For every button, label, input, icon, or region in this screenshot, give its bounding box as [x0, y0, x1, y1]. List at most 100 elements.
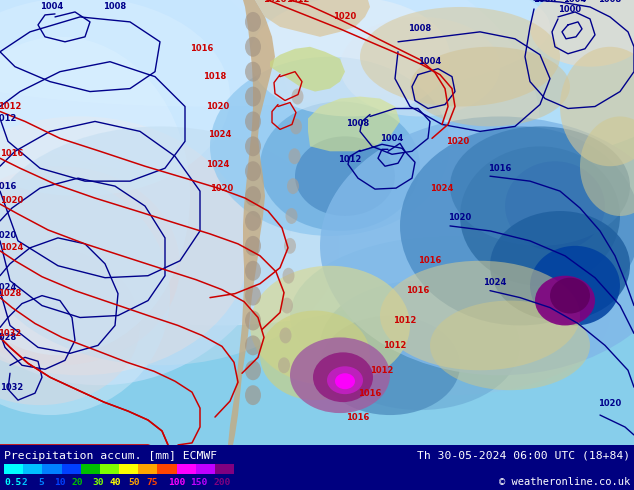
Text: 1012: 1012: [287, 0, 309, 4]
Polygon shape: [308, 97, 400, 151]
Text: 1008: 1008: [346, 119, 370, 128]
Ellipse shape: [245, 236, 261, 256]
Ellipse shape: [0, 0, 540, 325]
Ellipse shape: [290, 119, 302, 134]
Ellipse shape: [287, 178, 299, 194]
Ellipse shape: [550, 278, 590, 314]
Ellipse shape: [245, 186, 261, 206]
Text: © weatheronline.co.uk: © weatheronline.co.uk: [499, 477, 630, 487]
Text: 1024: 1024: [0, 244, 23, 252]
Ellipse shape: [245, 261, 261, 281]
Ellipse shape: [284, 238, 296, 254]
Bar: [100, 464, 119, 474]
Text: 1016: 1016: [488, 164, 512, 172]
Ellipse shape: [580, 117, 634, 216]
Text: 2: 2: [22, 478, 28, 487]
Text: 1028: 1028: [0, 333, 16, 342]
Bar: [81, 464, 100, 474]
Text: 1012: 1012: [0, 114, 16, 123]
Polygon shape: [255, 0, 370, 37]
Ellipse shape: [280, 327, 292, 343]
Ellipse shape: [320, 281, 520, 410]
Ellipse shape: [245, 286, 261, 306]
Ellipse shape: [245, 311, 261, 330]
Ellipse shape: [0, 166, 180, 365]
Text: 1028: 1028: [0, 289, 22, 298]
Ellipse shape: [250, 0, 450, 117]
Text: 1016: 1016: [346, 413, 370, 421]
Text: 1008: 1008: [408, 24, 432, 33]
Text: 1016: 1016: [0, 149, 23, 158]
Ellipse shape: [320, 316, 460, 415]
Text: 10: 10: [54, 478, 65, 487]
Text: 50: 50: [128, 478, 139, 487]
Text: Precipitation accum. [mm] ECMWF: Precipitation accum. [mm] ECMWF: [4, 451, 217, 461]
Ellipse shape: [260, 101, 420, 231]
Ellipse shape: [0, 0, 634, 186]
Ellipse shape: [450, 126, 630, 246]
Ellipse shape: [560, 47, 634, 166]
Ellipse shape: [278, 357, 290, 373]
Ellipse shape: [313, 352, 373, 402]
Bar: [23, 464, 42, 474]
Ellipse shape: [283, 268, 295, 284]
Text: 1012: 1012: [393, 316, 417, 325]
Ellipse shape: [245, 161, 261, 181]
Text: 1032: 1032: [0, 329, 22, 338]
Text: 200: 200: [214, 478, 231, 487]
Ellipse shape: [327, 367, 363, 394]
Ellipse shape: [281, 297, 293, 314]
Polygon shape: [228, 0, 275, 445]
Ellipse shape: [535, 276, 595, 325]
Ellipse shape: [460, 147, 620, 286]
Text: 1020: 1020: [1, 196, 23, 204]
Text: 1024: 1024: [0, 283, 16, 292]
Text: 1004: 1004: [41, 2, 63, 11]
Text: 1020: 1020: [0, 231, 16, 241]
Text: 1018: 1018: [204, 72, 226, 81]
Text: 1020: 1020: [598, 399, 621, 408]
Ellipse shape: [0, 0, 230, 196]
Ellipse shape: [245, 112, 261, 131]
Ellipse shape: [245, 12, 261, 32]
Ellipse shape: [245, 37, 261, 57]
Text: 1016: 1016: [418, 256, 442, 265]
Text: 30: 30: [92, 478, 103, 487]
Text: 1024: 1024: [209, 130, 231, 139]
Ellipse shape: [0, 117, 250, 375]
Ellipse shape: [530, 0, 634, 67]
Text: 75: 75: [146, 478, 157, 487]
Text: 1020: 1020: [333, 12, 356, 22]
Text: 1000: 1000: [559, 5, 581, 14]
Text: 1020: 1020: [210, 184, 233, 193]
Text: 40: 40: [110, 478, 122, 487]
Text: 1024: 1024: [430, 184, 454, 193]
Text: 1020: 1020: [207, 102, 230, 111]
Ellipse shape: [245, 385, 261, 405]
Bar: [176, 464, 196, 474]
Text: 1032: 1032: [1, 383, 23, 392]
Text: 1024: 1024: [206, 160, 230, 169]
Ellipse shape: [490, 211, 630, 320]
Ellipse shape: [292, 89, 304, 104]
Ellipse shape: [340, 17, 500, 117]
Text: 1016: 1016: [263, 0, 287, 4]
Ellipse shape: [0, 246, 140, 405]
Text: 1004: 1004: [564, 0, 586, 4]
Text: 1020: 1020: [448, 214, 472, 222]
Ellipse shape: [245, 360, 261, 380]
Text: 1004: 1004: [380, 134, 404, 143]
Ellipse shape: [0, 0, 550, 106]
Text: 100: 100: [168, 478, 185, 487]
Text: Th 30-05-2024 06:00 UTC (18+84): Th 30-05-2024 06:00 UTC (18+84): [417, 451, 630, 461]
Ellipse shape: [295, 136, 395, 216]
Bar: [157, 464, 176, 474]
Ellipse shape: [290, 338, 390, 413]
Ellipse shape: [430, 300, 590, 390]
Ellipse shape: [245, 336, 261, 355]
Text: 1016: 1016: [0, 182, 16, 191]
Ellipse shape: [410, 47, 570, 126]
Ellipse shape: [0, 176, 170, 415]
Ellipse shape: [245, 211, 261, 231]
Ellipse shape: [290, 236, 610, 395]
